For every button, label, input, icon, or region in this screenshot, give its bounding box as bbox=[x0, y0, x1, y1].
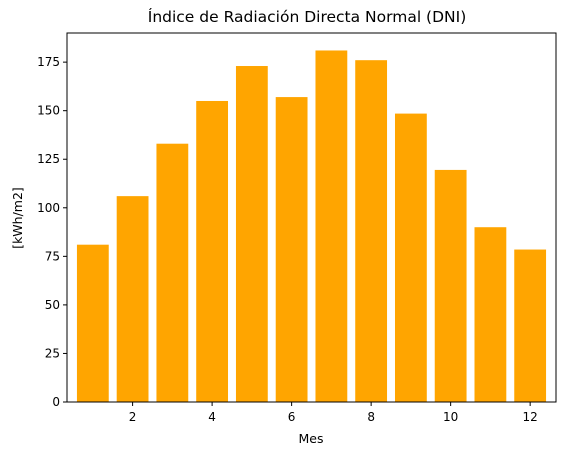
x-tick-label: 8 bbox=[367, 410, 375, 424]
x-tick-label: 12 bbox=[523, 410, 538, 424]
bar-month-10 bbox=[434, 169, 467, 402]
x-tick-label: 6 bbox=[288, 410, 296, 424]
y-tick-label: 100 bbox=[37, 201, 60, 215]
bar-month-9 bbox=[394, 113, 427, 403]
x-tick-label: 2 bbox=[129, 410, 137, 424]
plot-frame bbox=[66, 32, 557, 403]
x-axis-label: Mes bbox=[299, 431, 324, 446]
y-tick-label: 125 bbox=[37, 152, 60, 166]
y-tick-label: 75 bbox=[45, 249, 60, 263]
bar-month-8 bbox=[355, 60, 388, 402]
bar-month-3 bbox=[156, 143, 189, 402]
bar-month-1 bbox=[76, 244, 109, 402]
bar-month-12 bbox=[514, 249, 547, 402]
y-tick-label: 175 bbox=[37, 55, 60, 69]
bar-month-2 bbox=[116, 196, 149, 402]
y-axis-label: [kWh/m2] bbox=[10, 187, 25, 249]
chart-title: Índice de Radiación Directa Normal (DNI) bbox=[148, 7, 467, 26]
y-tick-label: 150 bbox=[37, 104, 60, 118]
x-tick-label: 10 bbox=[443, 410, 458, 424]
bar-month-11 bbox=[474, 227, 507, 402]
y-tick-label: 50 bbox=[45, 298, 60, 312]
bars-group bbox=[76, 50, 547, 403]
bar-month-4 bbox=[196, 100, 229, 402]
y-tick-label: 25 bbox=[45, 346, 60, 360]
bar-month-5 bbox=[235, 66, 268, 402]
x-tick-label: 4 bbox=[208, 410, 216, 424]
axes-group: 2 4 6 8 10 12 0 25 50 75 100 125 150 175 bbox=[37, 55, 538, 424]
y-tick-label: 0 bbox=[52, 395, 60, 409]
bar-month-7 bbox=[315, 50, 348, 403]
bar-month-6 bbox=[275, 97, 308, 402]
